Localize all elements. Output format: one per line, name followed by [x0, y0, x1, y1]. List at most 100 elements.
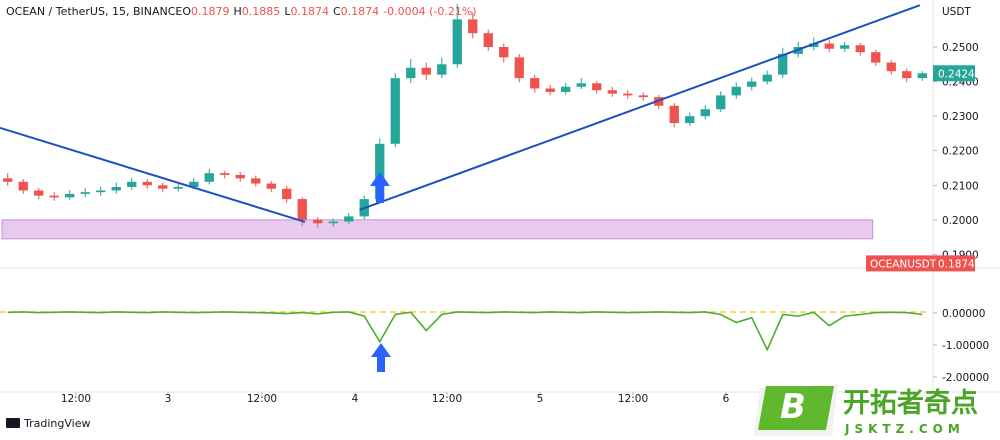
candle-body — [173, 186, 183, 189]
last-price-label: 0.2424 — [938, 68, 975, 80]
y-tick-label: 0.2100 — [942, 180, 979, 192]
brand-text: TradingView — [23, 417, 90, 430]
candle-body — [344, 216, 354, 222]
candle-body — [452, 19, 462, 65]
candle-body — [902, 71, 912, 79]
ohlc-key: C — [333, 5, 341, 18]
candle-body — [700, 109, 710, 117]
marks: 0.19000.20000.21000.22000.23000.24000.25… — [0, 3, 989, 405]
candle-body — [917, 73, 927, 79]
arrow-annotation — [370, 172, 390, 203]
symbol-price-label: 0.1874 — [938, 258, 975, 270]
indicator-y-tick-label: -2.00000 — [942, 372, 989, 384]
candle-body — [406, 67, 416, 79]
x-tick-label: 3 — [165, 393, 172, 405]
candle-body — [809, 43, 819, 48]
logo-box — [758, 386, 834, 430]
x-tick-label: 5 — [537, 393, 544, 405]
last-price-box — [933, 65, 975, 82]
indicator-y-tick-label: 0.00000 — [942, 308, 985, 320]
chart-title: OCEAN / TetherUS, 15, BINANCEO0.1879 H0.1… — [6, 5, 477, 18]
site-logo: B 开拓者奇点 JSKTZ.COM — [754, 384, 978, 436]
symbol-price-box — [866, 255, 975, 272]
logo-icon — [6, 418, 20, 428]
candle-body — [623, 93, 633, 96]
logo-letter: B — [780, 387, 806, 427]
candle-body — [266, 183, 276, 189]
arrow-annotation — [371, 343, 391, 372]
candle-body — [297, 199, 307, 220]
y-tick-label: 0.2200 — [942, 146, 979, 158]
ohlc-values: O0.1879 H0.1885 L0.1874 C0.1874 -0.0004 (-0.… — [182, 5, 476, 18]
ohlc-key: H — [234, 5, 242, 18]
candle-body — [530, 78, 540, 89]
candle-body — [328, 221, 338, 224]
candle-body — [483, 33, 493, 48]
candle-body — [96, 190, 106, 193]
candle-body — [3, 178, 13, 182]
candle-body — [607, 90, 617, 94]
x-tick-label: 12:00 — [247, 393, 277, 405]
support-zone — [1, 219, 874, 240]
ohlc-value: 0.1874 — [341, 5, 380, 18]
candle-body — [80, 192, 90, 194]
candle-body — [127, 181, 137, 187]
candle-body — [189, 181, 199, 187]
candle-body — [886, 62, 896, 72]
candle-body — [499, 47, 509, 58]
candle-body — [824, 43, 834, 49]
candle-body — [18, 181, 28, 191]
candle-body — [747, 81, 757, 87]
ohlc-key: L — [284, 5, 291, 18]
candle-body — [220, 173, 230, 175]
candle-body — [855, 45, 865, 53]
candle-body — [251, 178, 261, 184]
candle-body — [576, 83, 586, 87]
candle-body — [158, 185, 168, 189]
candle-body — [778, 53, 788, 75]
ohlc-value: 0.1874 — [290, 5, 329, 18]
candle-body — [282, 188, 292, 200]
candle-body — [545, 88, 555, 92]
candle-body — [561, 86, 571, 92]
trend-line — [359, 4, 921, 211]
x-tick-label: 12:00 — [432, 393, 462, 405]
candle-body — [142, 181, 152, 186]
ohlc-value: -0.0004 (-0.21%) — [383, 5, 476, 18]
y-tick-label: 0.2000 — [942, 215, 979, 227]
site-name: 开拓者奇点 — [843, 388, 978, 419]
candle-body — [871, 52, 881, 63]
candle-body — [375, 143, 385, 200]
candle-body — [421, 67, 431, 75]
candle-body — [204, 173, 214, 182]
symbol-title: OCEAN / TetherUS, 15, BINANCE — [6, 5, 182, 18]
y-unit: USDT — [942, 6, 971, 18]
ohlc-value: 0.1879 — [191, 5, 230, 18]
x-tick-label: 6 — [723, 393, 730, 405]
x-tick-label: 12:00 — [618, 393, 648, 405]
ohlc-value: 0.1885 — [242, 5, 281, 18]
y-tick-label: 0.2300 — [942, 111, 979, 123]
candle-body — [716, 95, 726, 110]
y-tick-label: 0.2500 — [942, 42, 979, 54]
candle-body — [111, 186, 121, 191]
symbol-name-label: OCEANUSDT — [870, 258, 937, 270]
candle-body — [840, 45, 850, 49]
candle-body — [638, 95, 648, 98]
x-tick-label: 4 — [352, 393, 359, 405]
x-tick-label: 12:00 — [61, 393, 91, 405]
trend-line — [0, 126, 306, 223]
candle-body — [313, 219, 323, 224]
candle-body — [514, 57, 524, 79]
candle-body — [34, 190, 44, 196]
indicator-y-tick-label: -1.00000 — [942, 340, 989, 352]
candle-body — [468, 19, 478, 34]
candle-body — [390, 78, 400, 144]
ohlc-key: O — [182, 5, 191, 18]
candle-body — [65, 193, 75, 198]
candle-body — [731, 86, 741, 96]
candle-body — [437, 64, 447, 75]
candle-body — [49, 195, 59, 198]
candle-body — [669, 105, 679, 124]
